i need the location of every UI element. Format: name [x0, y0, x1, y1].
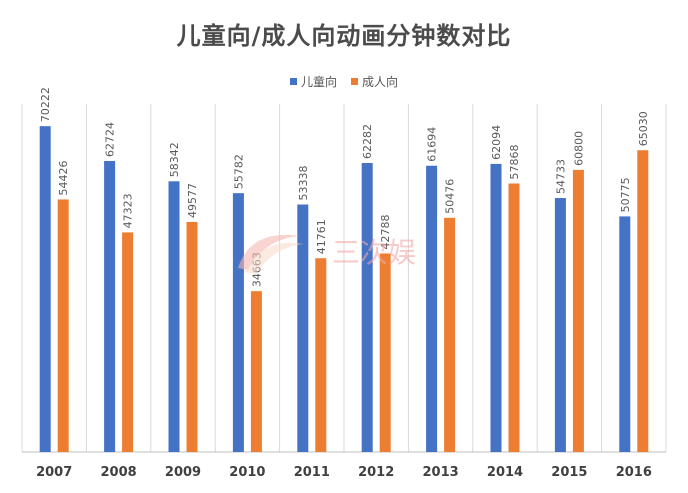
data-label: 57868 [508, 144, 521, 179]
legend-label-adult: 成人向 [362, 75, 399, 89]
bar-adult-2014 [508, 183, 520, 452]
x-tick-label: 2016 [616, 465, 652, 480]
legend-item-adult: 成人向 [351, 73, 398, 90]
bar-children-2012 [361, 163, 373, 452]
data-label: 70222 [39, 87, 52, 122]
bar-children-2013 [426, 165, 438, 452]
bar-adult-2007 [57, 199, 69, 452]
bar-children-2011 [297, 204, 309, 452]
bar-adult-2010 [250, 291, 262, 452]
data-label: 62724 [104, 122, 117, 157]
data-label: 62094 [490, 125, 503, 160]
bar-children-2008 [104, 160, 116, 453]
bar-adult-2009 [186, 221, 198, 452]
bar-children-2009 [168, 181, 180, 452]
legend-swatch-children [289, 78, 297, 85]
data-label: 55782 [232, 154, 245, 189]
data-label: 65030 [637, 111, 650, 146]
data-label: 42788 [379, 214, 392, 249]
x-tick-label: 2013 [423, 465, 459, 480]
bar-adult-2013 [444, 217, 456, 452]
data-label: 62282 [361, 124, 374, 159]
data-label: 54426 [57, 160, 70, 195]
bar-adult-2016 [637, 150, 649, 452]
bar-adult-2012 [379, 253, 391, 452]
bar-children-2016 [619, 216, 631, 452]
x-tick-label: 2009 [165, 465, 201, 480]
data-label: 61694 [426, 127, 439, 162]
x-tick-label: 2015 [551, 465, 587, 480]
legend-swatch-adult [351, 78, 358, 85]
x-tick-label: 2007 [36, 465, 72, 480]
data-label: 60800 [572, 131, 585, 166]
bar-adult-2008 [122, 232, 134, 452]
data-label: 54733 [554, 159, 567, 194]
bar-children-2015 [554, 198, 566, 452]
x-tick-label: 2012 [358, 465, 394, 480]
x-tick-label: 2014 [487, 465, 523, 480]
legend-item-children: 儿童向 [289, 73, 337, 90]
bar-children-2014 [490, 163, 502, 452]
bar-children-2010 [232, 193, 244, 453]
data-label: 58342 [168, 142, 181, 177]
data-label: 47323 [122, 193, 135, 228]
x-tick-label: 2011 [294, 465, 330, 480]
data-label: 41761 [315, 219, 328, 254]
legend-label-children: 儿童向 [300, 75, 337, 89]
x-tick-label: 2008 [101, 465, 137, 480]
data-label: 50775 [619, 177, 632, 212]
bar-adult-2015 [572, 169, 584, 452]
x-tick-label: 2010 [229, 465, 265, 480]
chart-legend: 儿童向 成人向 [0, 73, 688, 90]
data-label: 53338 [297, 166, 310, 201]
bar-adult-2011 [315, 258, 327, 452]
data-label: 49577 [186, 183, 199, 218]
bar-children-2007 [39, 126, 51, 452]
chart-title: 儿童向/成人向动画分钟数对比 [176, 22, 512, 50]
data-label: 50476 [444, 179, 457, 214]
data-label: 34663 [250, 252, 263, 287]
